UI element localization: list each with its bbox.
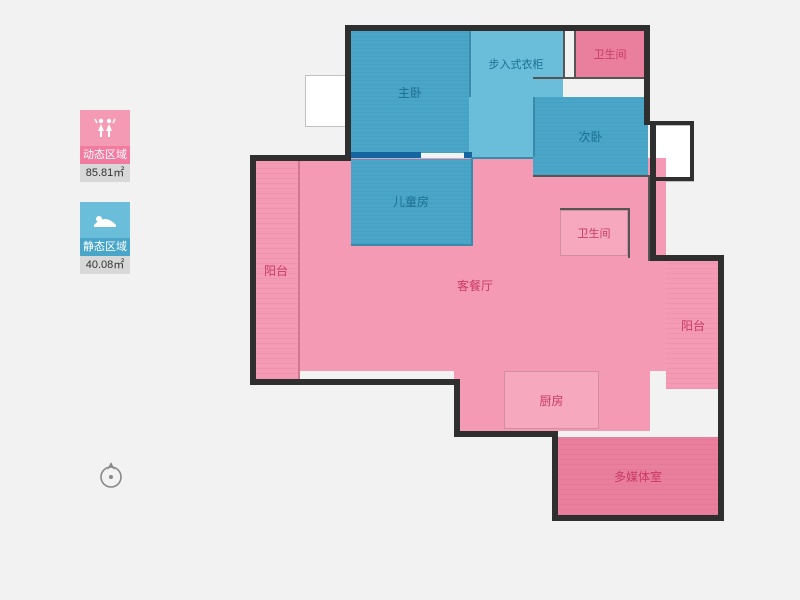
room-multi: 多媒体室 — [558, 437, 718, 515]
legend-static: 静态区域 40.08㎡ — [80, 202, 130, 274]
room-label: 厨房 — [539, 392, 563, 409]
wall — [454, 431, 558, 437]
wall — [690, 121, 694, 181]
wall — [644, 25, 650, 125]
wall — [650, 121, 694, 125]
room-label: 卫生间 — [578, 225, 611, 241]
accent-bar — [351, 152, 421, 158]
room-label: 客餐厅 — [457, 277, 493, 294]
floorplan: 阳台 主卧 步入式衣柜 卫生间 次卧 儿童房 客餐厅 卫生间 厨房 阳台 多媒体… — [250, 25, 740, 545]
legend-dynamic-value: 85.81㎡ — [80, 164, 130, 182]
room-label: 阳台 — [681, 317, 705, 334]
room-label: 主卧 — [398, 84, 422, 101]
wall — [650, 255, 724, 261]
wall — [533, 175, 650, 177]
wall — [345, 25, 650, 31]
room-balcony-left: 阳台 — [254, 161, 298, 379]
room-label: 儿童房 — [393, 193, 429, 210]
room-second-bed: 次卧 — [533, 97, 648, 175]
wall — [718, 255, 724, 521]
wall — [250, 379, 460, 385]
wall — [533, 97, 535, 157]
exterior-box — [305, 75, 347, 127]
wall — [552, 431, 558, 521]
wall — [560, 208, 630, 210]
room-label: 步入式衣柜 — [489, 56, 544, 72]
room-bath-top: 卫生间 — [576, 31, 644, 77]
room-label: 次卧 — [578, 128, 602, 145]
wall — [471, 157, 533, 159]
room-passage — [469, 97, 533, 157]
wall — [650, 177, 694, 181]
wall — [454, 379, 460, 437]
wall — [650, 121, 656, 261]
wall — [469, 31, 471, 97]
room-label: 阳台 — [264, 262, 288, 279]
room-walkin-closet: 步入式衣柜 — [469, 31, 563, 97]
sleep-icon — [80, 202, 130, 238]
legend-panel: 动态区域 85.81㎡ 静态区域 40.08㎡ — [80, 110, 140, 294]
wall — [628, 210, 630, 258]
wall — [563, 31, 565, 77]
room-bath-mid: 卫生间 — [560, 210, 628, 256]
room-label: 多媒体室 — [614, 468, 662, 485]
wall — [351, 244, 473, 246]
wall — [471, 159, 473, 244]
room-child: 儿童房 — [351, 159, 471, 244]
room-corridor-right — [630, 261, 666, 371]
legend-static-value: 40.08㎡ — [80, 256, 130, 274]
compass-icon — [96, 460, 126, 495]
wall — [298, 161, 300, 379]
wall — [250, 155, 256, 385]
people-icon — [80, 110, 130, 146]
room-master-bed: 主卧 — [351, 31, 469, 153]
legend-dynamic-label: 动态区域 — [80, 146, 130, 164]
room-living-label: 客餐厅 — [300, 245, 650, 325]
room-kitchen: 厨房 — [504, 371, 599, 429]
wall — [345, 25, 351, 155]
legend-dynamic: 动态区域 85.81㎡ — [80, 110, 130, 182]
wall — [574, 31, 576, 77]
wall — [552, 515, 724, 521]
room-label: 卫生间 — [594, 46, 627, 62]
wall — [250, 155, 351, 161]
room-balcony-right: 阳台 — [666, 261, 720, 389]
legend-static-label: 静态区域 — [80, 238, 130, 256]
wall — [533, 77, 648, 79]
